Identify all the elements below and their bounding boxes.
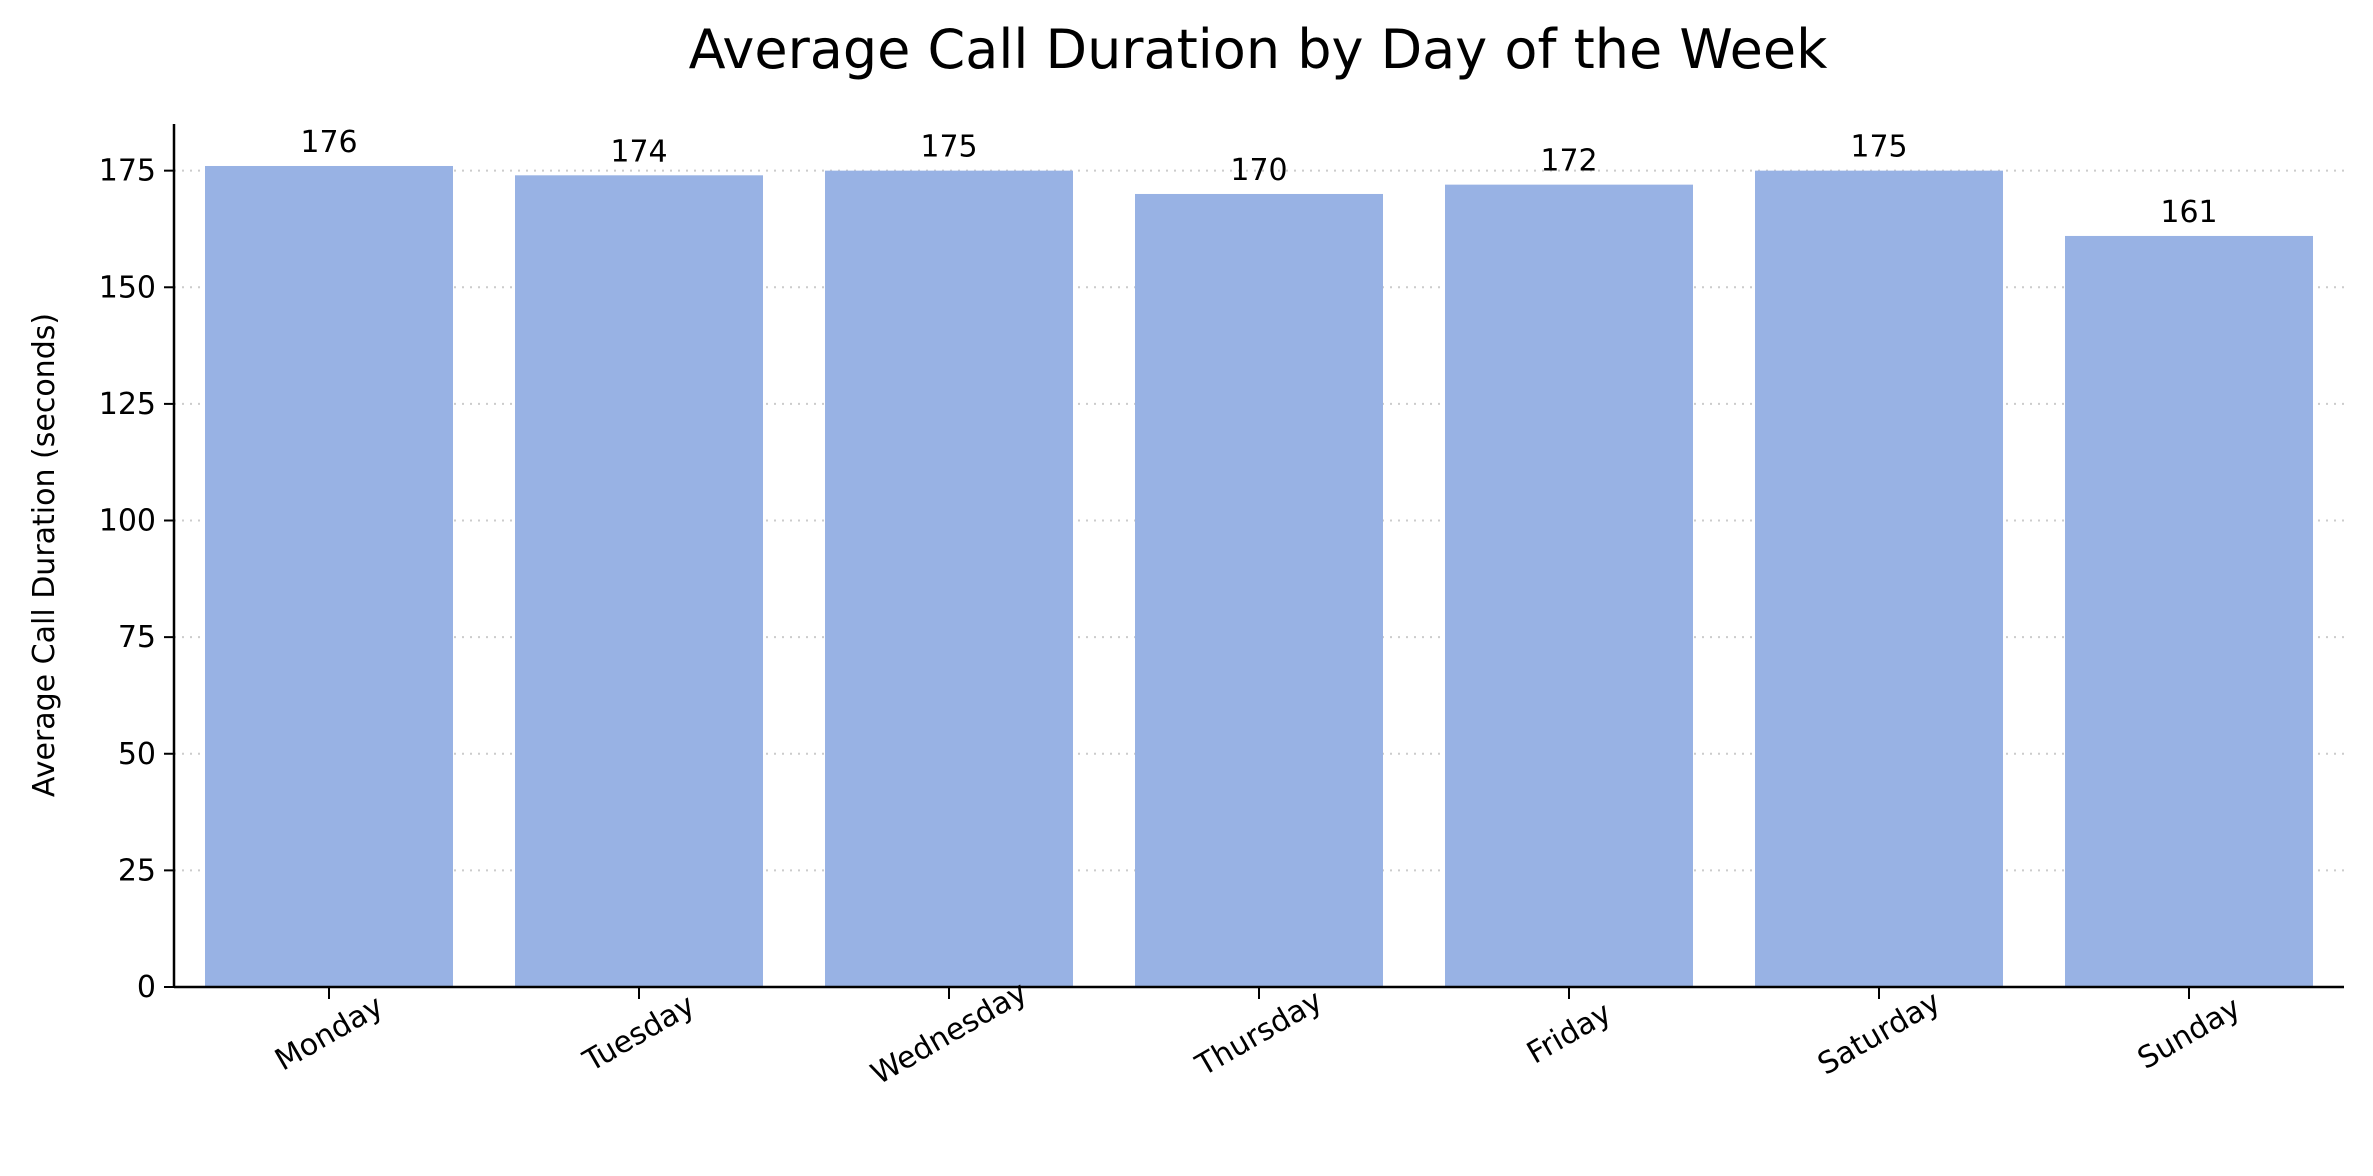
data-label-sunday: 161 xyxy=(2160,195,2217,230)
y-tick-label-125: 125 xyxy=(99,387,156,422)
bar-saturday xyxy=(1755,170,2003,987)
bar-thursday xyxy=(1135,193,1383,988)
data-labels: 176 174 175 170 172 175 161 xyxy=(300,125,2217,230)
bars xyxy=(205,165,2313,988)
data-label-thursday: 170 xyxy=(1230,153,1287,188)
bar-friday xyxy=(1445,184,1693,987)
bar-sunday xyxy=(2065,235,2313,987)
y-tick-label-75: 75 xyxy=(118,620,156,655)
y-tick-label-50: 50 xyxy=(118,737,156,772)
data-label-tuesday: 174 xyxy=(610,134,667,169)
y-tick-label-25: 25 xyxy=(118,853,156,888)
y-tick-label-150: 150 xyxy=(99,270,156,305)
y-axis-label: Average Call Duration (seconds) xyxy=(27,313,62,797)
bar-monday xyxy=(205,165,453,988)
x-tick-label-saturday: Saturday xyxy=(1812,984,1947,1082)
x-tick-label-monday: Monday xyxy=(269,989,389,1079)
data-label-wednesday: 175 xyxy=(920,130,977,165)
x-tick-label-tuesday: Tuesday xyxy=(577,988,701,1080)
x-ticks: Monday Tuesday Wednesday Thursday Friday Satu… xyxy=(269,975,2246,1092)
data-label-saturday: 175 xyxy=(1850,130,1907,165)
x-tick-label-sunday: Sunday xyxy=(2132,990,2247,1076)
y-tick-label-175: 175 xyxy=(99,154,156,189)
y-tick-label-0: 0 xyxy=(137,970,156,1005)
chart-title: Average Call Duration by Day of the Week xyxy=(689,18,1828,81)
bar-tuesday xyxy=(515,175,763,988)
bar-wednesday xyxy=(825,170,1073,987)
data-label-friday: 172 xyxy=(1540,144,1597,179)
y-tick-label-100: 100 xyxy=(99,504,156,539)
y-ticks: 0 25 50 75 100 125 150 175 xyxy=(99,154,174,1005)
data-label-monday: 176 xyxy=(300,125,357,160)
x-tick-label-friday: Friday xyxy=(1521,996,1617,1072)
